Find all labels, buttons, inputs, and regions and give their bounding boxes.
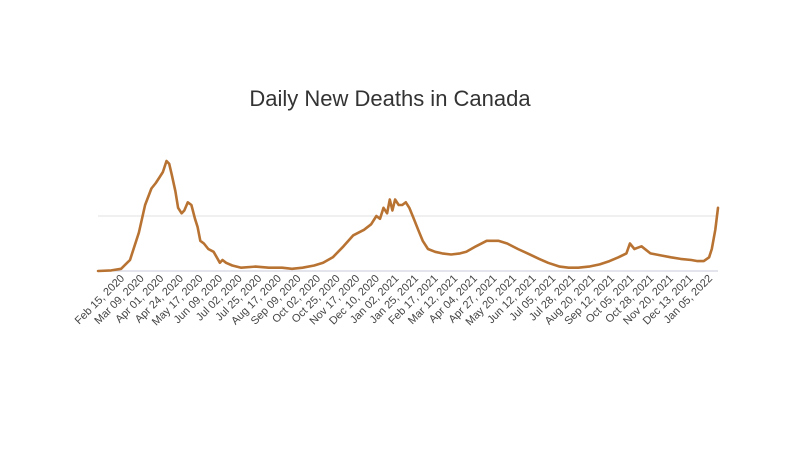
series-layer [96,159,720,273]
chart-title: Daily New Deaths in Canada [249,86,531,111]
series-line [96,159,720,273]
grid-layer [98,215,718,272]
